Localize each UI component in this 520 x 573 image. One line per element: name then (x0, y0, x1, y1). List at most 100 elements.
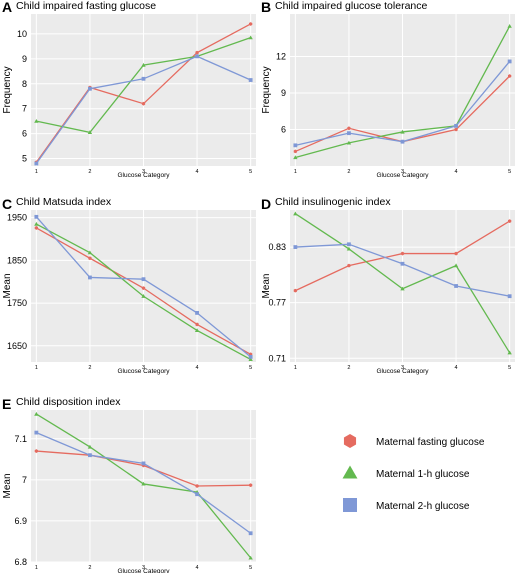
x-tick-label: 4 (455, 365, 458, 371)
data-point (87, 130, 93, 134)
data-point (194, 328, 200, 333)
x-tick-label: 4 (196, 365, 199, 371)
panel-letter: B (261, 0, 271, 15)
panel-title: Child impaired glucose tolerance (275, 0, 427, 12)
data-point (507, 23, 512, 28)
legend-label: Maternal 1-h glucose (376, 469, 470, 480)
data-point (195, 322, 199, 327)
panel-letter: E (2, 396, 11, 412)
y-tick-label: 6.8 (14, 557, 27, 567)
data-point (347, 263, 351, 268)
x-tick-label: 3 (401, 169, 404, 175)
data-point (400, 251, 405, 256)
data-point (400, 139, 405, 144)
panel-d: D Child insulinogenic index 0.71 0.77 0.83 1 2… (261, 196, 515, 375)
y-tick-label: 1650 (7, 341, 27, 351)
data-point (454, 251, 458, 256)
data-point (400, 261, 405, 266)
data-point (88, 256, 92, 261)
y-tick-label: 7 (22, 104, 27, 114)
data-point (347, 126, 351, 131)
data-point (141, 62, 146, 67)
y-tick-label: 7 (22, 475, 27, 485)
panel-letter: D (261, 196, 271, 212)
data-point (400, 129, 405, 134)
legend-label: Maternal fasting glucose (376, 437, 485, 448)
y-axis-label: Mean (261, 273, 272, 298)
legend-marker-square (343, 498, 357, 512)
data-point (248, 354, 253, 359)
data-point (454, 284, 458, 288)
x-tick-label: 3 (142, 169, 145, 175)
data-point (141, 101, 146, 106)
y-tick-label: 6.9 (14, 516, 27, 526)
y-tick-label: 0.71 (268, 353, 286, 363)
data-point (508, 74, 512, 78)
data-point (346, 140, 352, 145)
x-tick-label: 2 (88, 565, 91, 571)
data-point (34, 430, 39, 435)
x-tick-label: 1 (294, 169, 297, 175)
data-point (87, 444, 93, 449)
data-point (34, 161, 39, 166)
x-axis-label: Glucose Category (376, 368, 429, 375)
x-tick-label: 4 (455, 169, 458, 175)
y-tick-label: 1850 (7, 255, 27, 265)
panel-letter: C (2, 196, 12, 212)
x-tick-label: 2 (347, 365, 350, 371)
x-tick-label: 1 (35, 365, 38, 371)
x-tick-label: 1 (35, 565, 38, 571)
panel-e: E Child disposition index 6.8 6.9 7 7.1 1 2 3 4 5 G… (2, 396, 256, 573)
data-point (453, 263, 459, 268)
data-point (34, 411, 39, 416)
legend: Maternal fasting glucose Maternal 1-h glu… (342, 434, 485, 512)
data-point (195, 484, 199, 488)
data-point (141, 277, 146, 282)
legend-marker-triangle (342, 465, 358, 479)
data-point (195, 54, 199, 59)
x-tick-label: 4 (196, 169, 199, 175)
data-point (195, 50, 199, 55)
y-tick-label: 9 (22, 54, 27, 64)
y-tick-label: 1950 (7, 213, 27, 223)
data-point (248, 35, 253, 40)
data-point (34, 226, 38, 230)
panel-title: Child Matsuda index (16, 196, 112, 208)
data-point (248, 531, 253, 536)
data-point (141, 481, 146, 486)
x-tick-label: 4 (196, 565, 199, 571)
data-point (88, 453, 92, 458)
x-tick-label: 5 (508, 169, 511, 175)
y-axis-label: Frequency (261, 66, 272, 113)
data-point (141, 286, 146, 291)
data-point (34, 221, 39, 226)
x-tick-label: 2 (347, 169, 350, 175)
data-point (400, 286, 405, 291)
panel-title: Child disposition index (16, 396, 121, 408)
data-point (454, 123, 458, 128)
data-point (141, 76, 146, 81)
x-tick-label: 5 (249, 169, 252, 175)
y-tick-label: 5 (22, 154, 27, 164)
x-tick-label: 5 (249, 365, 252, 371)
data-point (248, 78, 253, 82)
y-axis-label: Mean (2, 273, 13, 298)
y-tick-label: 6 (281, 125, 286, 135)
y-tick-label: 9 (281, 88, 286, 98)
y-tick-label: 6 (22, 129, 27, 139)
legend-label: Maternal 2-h glucose (376, 501, 470, 512)
x-axis-label: Glucose Category (376, 172, 429, 179)
y-tick-label: 1750 (7, 298, 27, 308)
data-point (87, 250, 93, 255)
data-point (347, 242, 351, 247)
x-tick-label: 2 (88, 365, 91, 371)
data-point (249, 22, 253, 26)
panel-title: Child impaired fasting glucose (16, 0, 156, 12)
data-point (248, 357, 253, 362)
x-tick-label: 5 (508, 365, 511, 371)
y-tick-label: 12 (276, 52, 286, 62)
data-point (508, 219, 512, 224)
x-axis-label: Glucose Category (117, 368, 170, 375)
y-tick-label: 0.83 (268, 242, 286, 252)
